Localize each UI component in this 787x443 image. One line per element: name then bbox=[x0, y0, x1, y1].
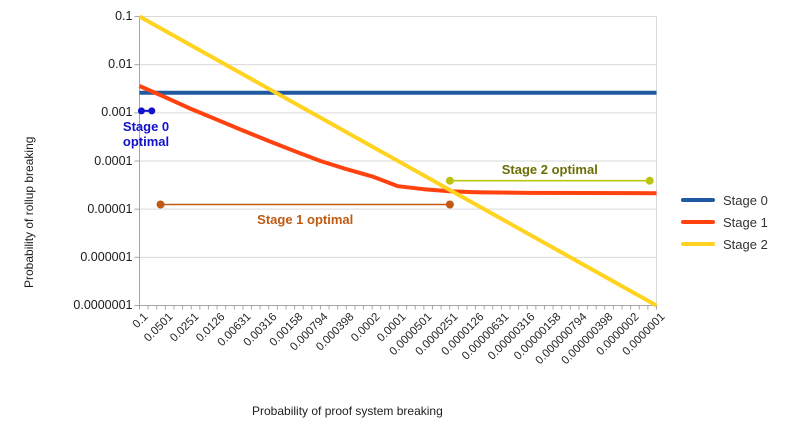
annotation-dot bbox=[445, 176, 454, 185]
annotation-dot bbox=[156, 200, 165, 209]
annotation-stage0-line2: optimal bbox=[122, 133, 170, 149]
annotation-stage0-line1: Stage 0 bbox=[122, 118, 170, 134]
annotation-dot bbox=[445, 200, 454, 209]
y-axis-title: Probability of rollup breaking bbox=[22, 136, 36, 288]
legend-label-stage-1: Stage 1 bbox=[723, 214, 768, 230]
legend-item-stage-0: Stage 0 bbox=[681, 192, 768, 208]
y-tick-label: 0.00001 bbox=[87, 201, 133, 216]
annotation-dot bbox=[137, 107, 145, 115]
legend-swatch-stage-1-line-icon bbox=[681, 220, 715, 224]
y-tick-label: 0.1 bbox=[115, 9, 133, 23]
y-tick-label: 0.001 bbox=[101, 105, 133, 120]
y-tick-label: 0.0000001 bbox=[73, 298, 133, 312]
legend: Stage 0 Stage 1 Stage 2 bbox=[681, 192, 768, 258]
legend-swatch-stage-0-line-icon bbox=[681, 198, 715, 202]
annotation-stage2-optimal: Stage 2 optimal bbox=[501, 161, 598, 177]
y-tick-label: 0.01 bbox=[108, 57, 133, 72]
legend-label-stage-2: Stage 2 bbox=[723, 236, 768, 252]
annotation-stage1-optimal: Stage 1 optimal bbox=[257, 212, 354, 228]
legend-label-stage-0: Stage 0 bbox=[723, 192, 768, 208]
legend-swatch-stage-2-line-icon bbox=[681, 242, 715, 246]
y-tick-label: 0.0001 bbox=[94, 153, 133, 168]
series-line-stage-1 bbox=[138, 84, 657, 196]
annotation-dot bbox=[148, 107, 156, 115]
series-line-stage-2 bbox=[138, 14, 658, 308]
y-tick-label: 0.000001 bbox=[80, 249, 133, 264]
x-axis-title: Probability of proof system breaking bbox=[252, 404, 443, 418]
legend-item-stage-1: Stage 1 bbox=[681, 214, 768, 230]
annotation-dot bbox=[645, 176, 654, 185]
legend-item-stage-2: Stage 2 bbox=[681, 236, 768, 252]
annotation-stage0-optimal: Stage 0 optimal bbox=[123, 119, 169, 149]
